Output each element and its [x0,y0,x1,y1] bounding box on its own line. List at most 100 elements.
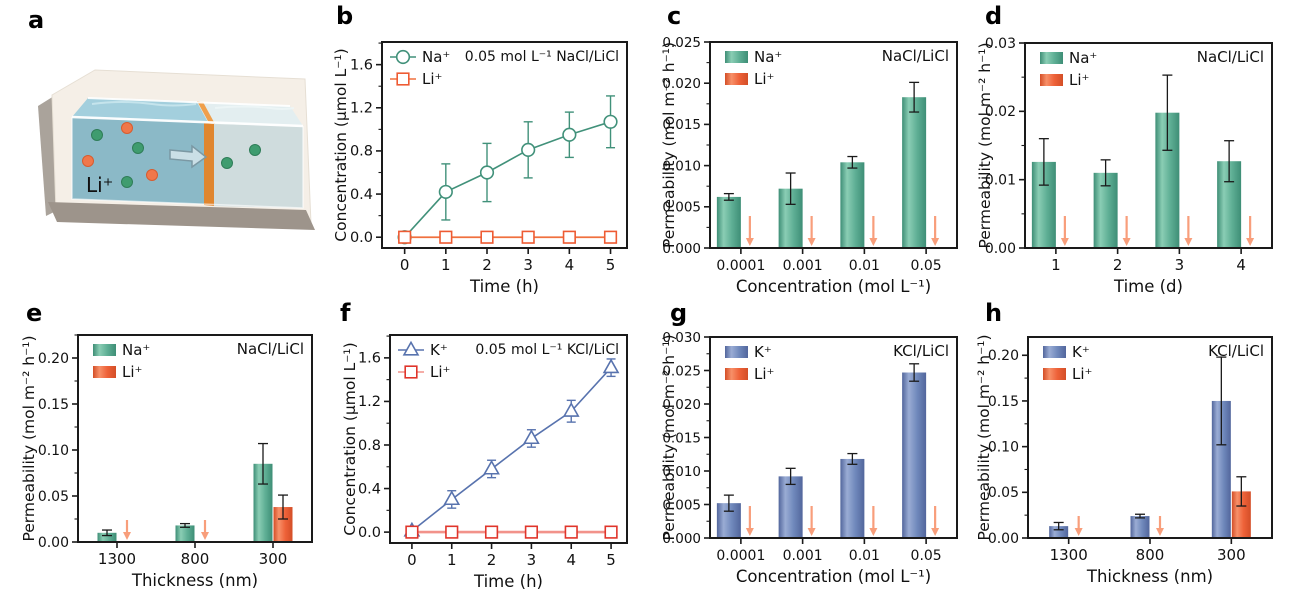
series-Li⁺ [398,230,618,244]
legend-label: Li⁺ [430,363,450,381]
legend-entry-Na⁺: Na⁺ [725,48,782,66]
y-axis-title: Permeability (mol m⁻² h⁻¹) [20,335,38,541]
series-Na⁺ [97,442,273,542]
x-axis: 0 1 2 3 4 5 [407,543,616,569]
panel-g-letter: g [670,299,688,327]
y-tick-label: 0.15 [988,394,1019,410]
tank-back-rim [87,97,291,107]
legend-swatch [725,346,748,358]
legend-entry-Li⁺: Li⁺ [93,363,142,381]
salt-ion-dot [221,157,233,169]
x-axis: 1300 800 300 [1050,538,1246,564]
y-tick-label: 0.4 [358,481,381,497]
panel-e-letter: e [26,299,43,327]
data-point-square [445,525,459,539]
series-line [411,367,612,532]
legend-swatch [1043,368,1066,380]
salt-ion-dot [249,144,261,156]
li-ion-label: Li⁺ [86,173,113,197]
series-Li⁺ [745,506,940,536]
series-Li⁺ [405,525,618,539]
y-tick-label: 0.4 [350,187,373,203]
panel-a: a [0,0,330,295]
condition-label: KCl/LiCl [1208,342,1264,360]
chart-permeability-vs-concentration-nacl: 0.000 0.005 0.010 0.015 0.020 0.025Permeabili… [660,35,958,295]
y-tick-label: 0.02 [985,104,1016,120]
bar [1049,526,1069,538]
legend-label: Li⁺ [1072,365,1092,383]
plot-frame [709,41,958,249]
data-point-triangle [562,402,580,417]
x-tick-label: 1300 [98,550,136,568]
series-K⁺ [1049,356,1231,538]
legend-label: Na⁺ [754,48,782,66]
legend-entry-Li⁺: Li⁺ [390,70,442,88]
legend-entry-Li⁺: Li⁺ [1040,71,1089,89]
data-point-triangle [602,358,620,374]
data-point-square [604,525,618,539]
x-axis-title: Thickness (nm) [131,571,258,590]
bar [1130,516,1150,538]
series-line [404,121,611,238]
y-axis-title: Concentration (μmol L⁻¹) [341,342,359,535]
legend-label: Na⁺ [1069,49,1097,67]
bar [175,525,195,542]
y-tick-label: 0.8 [358,438,381,454]
y-axis: 0.000 0.005 0.010 0.015 0.020 0.025 [662,35,710,257]
data-point-circle [395,49,411,65]
data-point-square [404,365,418,379]
x-axis: 0 1 2 3 4 5 [400,248,615,274]
data-point-square [480,230,494,244]
x-tick-label: 1 [1051,256,1061,274]
panel-f-letter: f [340,299,351,327]
y-tick-label: 0.020 [662,397,701,413]
y-tick-label: 0.03 [985,36,1016,52]
chart-permeability-vs-concentration-kcl: 0.000 0.005 0.010 0.015 0.020 0.025 0.030Perme… [660,330,958,586]
data-point-triangle [523,429,540,445]
x-tick-label: 3 [523,256,533,274]
y-tick-label: 0.0 [350,230,373,246]
x-axis-title: Concentration (mol L⁻¹) [736,567,931,586]
x-tick-label: 1 [441,256,451,274]
legend-label: Na⁺ [422,48,450,66]
x-tick-label: 300 [1217,546,1246,564]
condition-label: NaCl/LiCl [237,340,304,358]
below-detection-arrowhead [745,238,754,246]
x-axis: 0.0001 0.001 0.01 0.05 [716,538,942,564]
x-tick-label: 3 [1175,256,1185,274]
data-point-square [439,230,453,244]
panel-f: f 0.0 0.4 0.8 1.2 1.6 Concentration (μmol L⁻¹… [340,295,660,593]
data-point-square [521,230,535,244]
plot-frame [77,334,313,543]
panel-c: c 0.000 0.005 0.010 0.015 0.020 0.025 Permeabi… [660,0,977,295]
x-tick-label: 0.05 [911,548,942,564]
panel-b: b 0.0 0.4 0.8 1.2 1.6 Concentration (μmol L⁻¹… [330,0,660,295]
bar [253,463,273,542]
y-axis-title: Permeability (mol m⁻² h⁻¹) [977,334,993,540]
plot-frame [709,336,958,539]
legend-entry-Li⁺: Li⁺ [1043,365,1092,383]
x-tick-label: 0.05 [911,258,942,274]
y-axis: 0.0 0.4 0.8 1.2 1.6 [350,42,382,246]
legend-entry-K⁺: K⁺ [1043,343,1090,361]
lithium-ion-dot [146,169,158,181]
lithium-ions [82,122,158,181]
series-Li⁺ [123,494,293,542]
plot-frame [381,41,628,249]
y-tick-label: 0.00 [38,535,69,551]
legend-label: Li⁺ [1069,71,1089,89]
series-Li⁺ [1060,216,1255,246]
y-tick-label: 0.8 [350,144,373,160]
x-tick-label: 0.01 [849,548,880,564]
legend-entry-Li⁺: Li⁺ [725,365,774,383]
x-tick-label: 5 [606,551,616,569]
legend-label: K⁺ [754,343,772,361]
x-axis: 1300 800 300 [98,542,287,568]
x-tick-label: 800 [181,550,210,568]
data-point-square [398,230,412,244]
